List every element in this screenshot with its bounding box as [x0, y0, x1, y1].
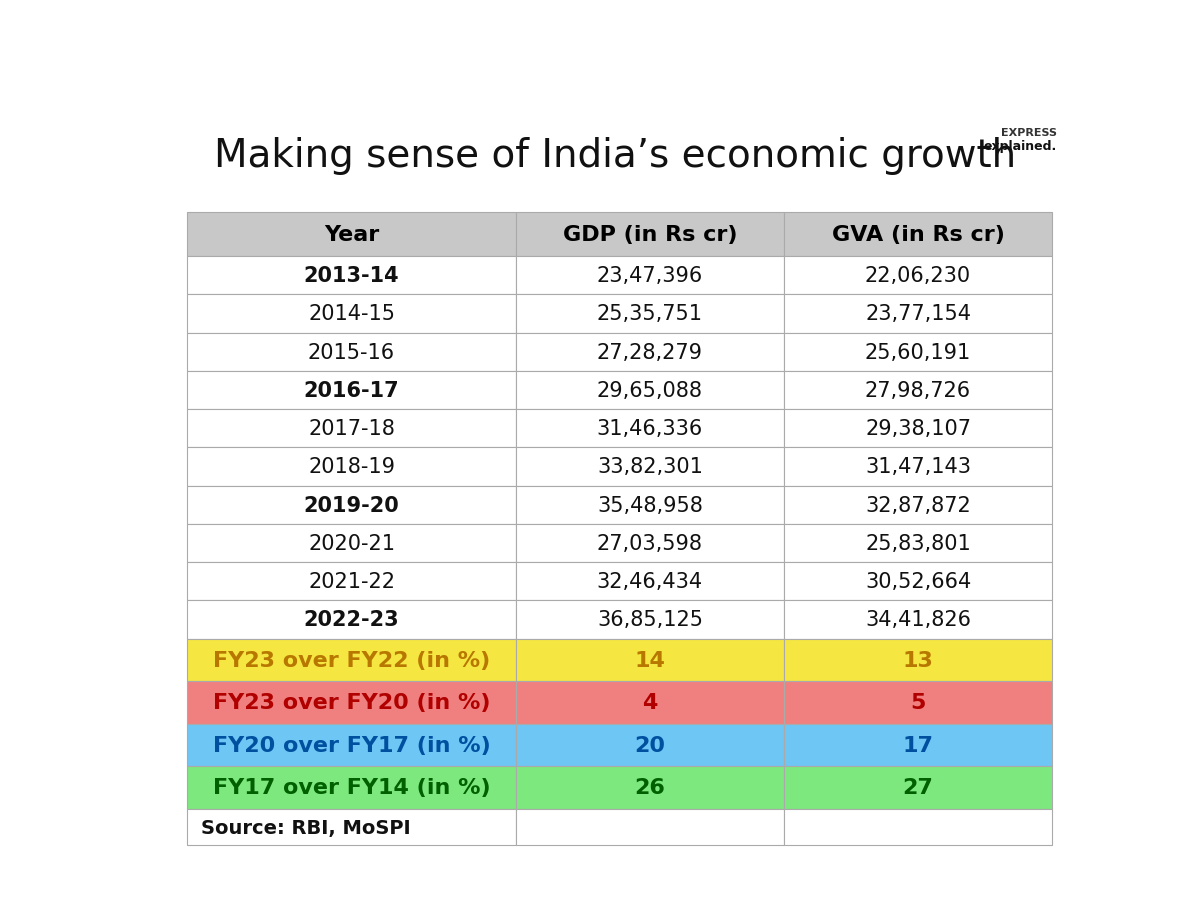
FancyBboxPatch shape: [516, 562, 784, 601]
Text: 32,46,434: 32,46,434: [596, 572, 703, 592]
Text: 31,47,143: 31,47,143: [865, 457, 971, 477]
FancyBboxPatch shape: [187, 562, 516, 601]
FancyBboxPatch shape: [187, 724, 516, 766]
Text: 29,38,107: 29,38,107: [865, 419, 971, 438]
Text: 27,28,279: 27,28,279: [596, 342, 703, 362]
FancyBboxPatch shape: [516, 601, 784, 639]
FancyBboxPatch shape: [187, 371, 516, 410]
FancyBboxPatch shape: [187, 681, 516, 724]
FancyBboxPatch shape: [516, 681, 784, 724]
Text: 17: 17: [902, 735, 934, 755]
FancyBboxPatch shape: [516, 334, 784, 371]
Text: Making sense of India’s economic growth: Making sense of India’s economic growth: [214, 137, 1016, 176]
FancyBboxPatch shape: [516, 639, 784, 681]
Text: 14: 14: [635, 650, 665, 670]
Text: FY23 over FY20 (in %): FY23 over FY20 (in %): [212, 693, 491, 712]
FancyBboxPatch shape: [516, 371, 784, 410]
Text: 20: 20: [635, 735, 666, 755]
FancyBboxPatch shape: [784, 639, 1052, 681]
FancyBboxPatch shape: [187, 256, 516, 295]
FancyBboxPatch shape: [784, 295, 1052, 334]
Text: 2014-15: 2014-15: [308, 304, 395, 324]
FancyBboxPatch shape: [187, 448, 516, 486]
FancyBboxPatch shape: [187, 524, 516, 562]
FancyBboxPatch shape: [516, 256, 784, 295]
FancyBboxPatch shape: [516, 724, 784, 766]
Text: 2015-16: 2015-16: [308, 342, 395, 362]
FancyBboxPatch shape: [516, 448, 784, 486]
Text: 27: 27: [902, 777, 934, 798]
Text: 32,87,872: 32,87,872: [865, 495, 971, 516]
Text: GDP (in Rs cr): GDP (in Rs cr): [563, 225, 737, 244]
FancyBboxPatch shape: [187, 334, 516, 371]
Text: Year: Year: [324, 225, 379, 244]
Text: 34,41,826: 34,41,826: [865, 610, 971, 630]
Text: 5: 5: [911, 693, 925, 712]
Text: 2020-21: 2020-21: [308, 533, 395, 553]
Text: 27,98,726: 27,98,726: [865, 380, 971, 401]
Text: 36,85,125: 36,85,125: [596, 610, 703, 630]
Text: 2022-23: 2022-23: [304, 610, 400, 630]
FancyBboxPatch shape: [784, 766, 1052, 809]
Text: 35,48,958: 35,48,958: [596, 495, 703, 516]
Text: explained.: explained.: [984, 140, 1057, 153]
FancyBboxPatch shape: [784, 809, 1052, 845]
FancyBboxPatch shape: [784, 213, 1052, 256]
FancyBboxPatch shape: [516, 486, 784, 524]
Text: FY17 over FY14 (in %): FY17 over FY14 (in %): [212, 777, 491, 798]
Text: 2017-18: 2017-18: [308, 419, 395, 438]
Text: 29,65,088: 29,65,088: [596, 380, 703, 401]
FancyBboxPatch shape: [187, 486, 516, 524]
Text: 4: 4: [642, 693, 658, 712]
Text: 26: 26: [635, 777, 665, 798]
Text: GVA (in Rs cr): GVA (in Rs cr): [832, 225, 1004, 244]
FancyBboxPatch shape: [187, 601, 516, 639]
FancyBboxPatch shape: [784, 334, 1052, 371]
FancyBboxPatch shape: [187, 639, 516, 681]
Text: 31,46,336: 31,46,336: [596, 419, 703, 438]
FancyBboxPatch shape: [187, 809, 516, 845]
FancyBboxPatch shape: [784, 371, 1052, 410]
FancyBboxPatch shape: [516, 410, 784, 448]
FancyBboxPatch shape: [784, 524, 1052, 562]
Text: 13: 13: [902, 650, 934, 670]
Text: 25,35,751: 25,35,751: [596, 304, 703, 324]
Text: FY23 over FY22 (in %): FY23 over FY22 (in %): [212, 650, 490, 670]
FancyBboxPatch shape: [187, 295, 516, 334]
FancyBboxPatch shape: [516, 213, 784, 256]
FancyBboxPatch shape: [187, 213, 516, 256]
Text: 23,47,396: 23,47,396: [596, 266, 703, 286]
Text: 2019-20: 2019-20: [304, 495, 400, 516]
Text: Source: RBI, MoSPI: Source: RBI, MoSPI: [202, 818, 410, 836]
Text: 2013-14: 2013-14: [304, 266, 400, 286]
FancyBboxPatch shape: [784, 681, 1052, 724]
Text: 2016-17: 2016-17: [304, 380, 400, 401]
Text: FY20 over FY17 (in %): FY20 over FY17 (in %): [212, 735, 491, 755]
Text: 2018-19: 2018-19: [308, 457, 395, 477]
Text: 30,52,664: 30,52,664: [865, 572, 971, 592]
FancyBboxPatch shape: [516, 295, 784, 334]
FancyBboxPatch shape: [784, 448, 1052, 486]
FancyBboxPatch shape: [516, 766, 784, 809]
Text: 25,60,191: 25,60,191: [865, 342, 971, 362]
Text: EXPRESS: EXPRESS: [1001, 128, 1057, 138]
FancyBboxPatch shape: [784, 562, 1052, 601]
Text: 25,83,801: 25,83,801: [865, 533, 971, 553]
FancyBboxPatch shape: [784, 256, 1052, 295]
FancyBboxPatch shape: [516, 809, 784, 845]
FancyBboxPatch shape: [187, 410, 516, 448]
FancyBboxPatch shape: [187, 766, 516, 809]
Text: 2021-22: 2021-22: [308, 572, 395, 592]
Text: 27,03,598: 27,03,598: [596, 533, 703, 553]
FancyBboxPatch shape: [784, 724, 1052, 766]
Text: 33,82,301: 33,82,301: [596, 457, 703, 477]
FancyBboxPatch shape: [784, 486, 1052, 524]
FancyBboxPatch shape: [784, 601, 1052, 639]
Text: 23,77,154: 23,77,154: [865, 304, 971, 324]
Text: 22,06,230: 22,06,230: [865, 266, 971, 286]
FancyBboxPatch shape: [516, 524, 784, 562]
FancyBboxPatch shape: [784, 410, 1052, 448]
